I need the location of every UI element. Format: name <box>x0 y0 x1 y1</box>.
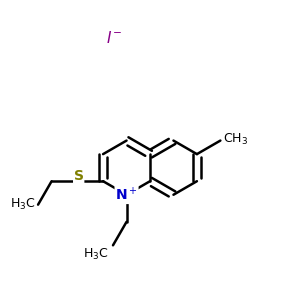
Text: CH$_3$: CH$_3$ <box>223 132 248 147</box>
Text: N$^+$: N$^+$ <box>115 186 138 203</box>
Text: S: S <box>74 169 84 183</box>
Text: H$_3$C: H$_3$C <box>10 197 35 212</box>
Text: H$_3$C: H$_3$C <box>83 247 109 262</box>
Text: I$^-$: I$^-$ <box>106 30 123 46</box>
